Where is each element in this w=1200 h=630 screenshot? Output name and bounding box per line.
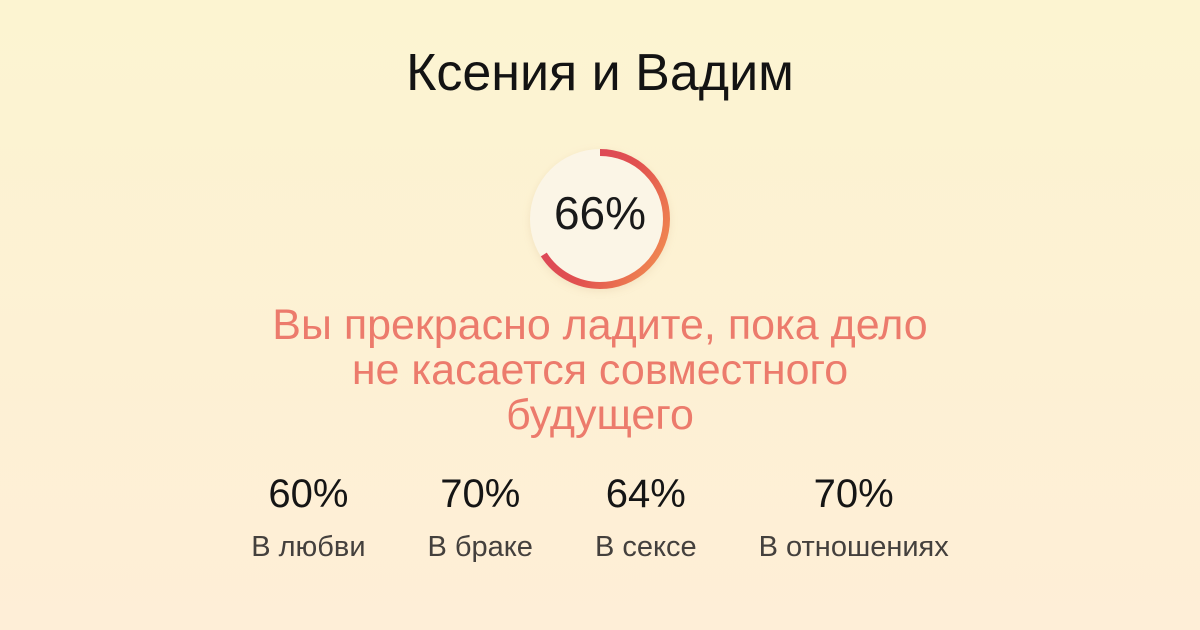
stat-label: В любви	[251, 531, 366, 563]
result-message-line: не касается совместного	[351, 346, 849, 394]
stat-value: 64%	[605, 472, 686, 516]
stat-label: В отношениях	[758, 531, 949, 563]
stat-value: 60%	[268, 472, 349, 516]
gauge-ring-chart	[530, 149, 670, 289]
gauge-value: 66%	[553, 187, 647, 239]
stat-relations: 70% В отношениях	[759, 474, 949, 562]
stat-love: 60% В любви	[251, 474, 365, 562]
compatibility-gauge: 66%	[530, 149, 670, 289]
result-message-line: Вы прекрасно ладите, пока дело	[272, 301, 928, 349]
stat-value: 70%	[440, 472, 521, 516]
result-message: Вы прекрасно ладите, пока дело не касает…	[0, 303, 1200, 438]
stat-label: В сексе	[594, 531, 697, 563]
stats-row: 60% В любви 70% В браке 64% В сексе 70% …	[0, 474, 1200, 562]
result-message-line: будущего	[506, 391, 694, 439]
gauge-arc	[530, 149, 670, 289]
stat-label: В браке	[427, 531, 533, 563]
stat-value: 70%	[813, 472, 894, 516]
page-title: Ксения и Вадим	[406, 44, 794, 102]
stat-sex: 64% В сексе	[595, 474, 697, 562]
gauge-fill-circle	[530, 149, 670, 289]
stat-marriage: 70% В браке	[428, 474, 533, 562]
